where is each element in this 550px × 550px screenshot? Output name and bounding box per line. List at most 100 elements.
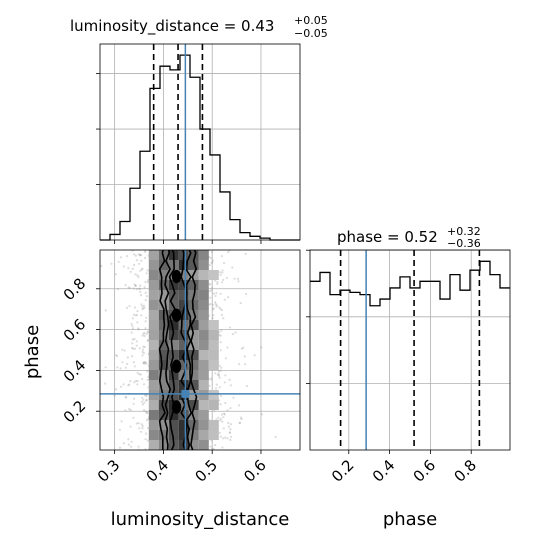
contour-core [171,400,182,414]
sample-point [222,412,226,415]
sample-point [227,251,230,254]
density-cell [158,420,169,430]
sample-point [133,263,136,267]
quantile-lines [152,44,204,240]
sample-point [128,304,131,308]
sample-point [225,276,228,280]
sample-point [136,310,139,313]
x-tick-label: 0.5 [191,456,221,486]
sample-point [145,419,148,422]
sample-point [145,332,148,335]
sample-point [141,427,144,430]
density-cell [188,350,199,360]
sample-point [144,410,147,413]
sample-point [143,286,146,289]
sample-point [215,304,218,307]
x-axis-label-luminosity-distance: luminosity_distance [111,509,290,530]
sample-point [209,445,212,448]
sample-point [131,346,134,350]
density-cell [158,250,169,260]
density-cell [168,420,179,430]
sample-point [142,409,146,412]
sample-point [138,373,141,376]
density-cell [148,300,159,310]
sample-point [134,254,137,257]
contour-line [190,250,198,450]
density-cell [188,320,199,330]
sample-point [230,435,233,438]
sample-point [131,324,134,327]
sample-point [142,398,145,401]
sample-point [142,307,145,310]
y-tick-labels: 0.2 0.4 0.6 0.8 [60,274,90,426]
sample-point [229,384,232,387]
sample-point [143,401,146,404]
sample-point [210,378,213,381]
density-cell [168,390,179,400]
sample-point [209,256,212,260]
density-cell [148,410,159,420]
sample-point [137,328,140,331]
sample-point [228,431,231,434]
y-axis-label-phase: phase [22,325,43,379]
density-cell [148,290,159,300]
sample-point [142,304,146,307]
density-cell [158,360,169,370]
sample-point [142,345,145,348]
sample-point [224,401,227,405]
x-tick-label: 0.2 [328,456,358,486]
sample-point [129,270,132,273]
sample-point [144,438,147,441]
sample-point [217,373,220,376]
sample-point [218,386,221,389]
sample-point [131,327,135,330]
sample-point [145,432,148,435]
density-cell [188,370,199,380]
sample-point [131,317,134,320]
density-cell [208,390,219,400]
sample-point [229,438,232,441]
sample-point [137,253,140,256]
sample-point [135,259,139,262]
sample-point [131,338,134,341]
density-cell [188,430,199,440]
density-cell [208,420,219,430]
sample-point [143,256,146,260]
sample-point [137,422,140,425]
sample-point [139,284,142,287]
sample-point [124,395,127,399]
sample-point [215,292,218,295]
sample-point [229,423,233,426]
density-cell [198,290,209,300]
sample-point [143,360,146,364]
sample-point [220,255,223,258]
density-cell [158,280,169,290]
panel-2d-density: 0.3 0.4 0.5 0.6 0.2 0.4 0.6 0.8 luminosity_dis… [22,249,301,530]
sample-point [219,349,222,352]
density-cell [148,280,159,290]
density-cell [168,370,179,380]
density-cell [148,270,159,280]
density-cell [158,290,169,300]
sample-point [215,305,218,308]
density-cell [188,300,199,310]
density-cell [198,420,209,430]
sample-point [208,263,211,267]
sample-point [229,428,232,431]
sample-point [220,413,223,416]
panel-phase-hist: 0.2 0.4 0.6 0.8 phase = 0.52 +0.32 −0.36 ph… [306,225,511,530]
density-cell [178,290,189,300]
sample-point [240,416,243,419]
sample-point [142,383,146,386]
density-cell [148,440,159,450]
sample-point [239,421,242,424]
sample-point [146,439,149,442]
density-cell [198,390,209,400]
sample-point [133,365,136,368]
density-cell [168,430,179,440]
sample-point [124,283,127,287]
sample-point [224,436,227,439]
sample-point [140,268,143,271]
sample-point [126,356,129,359]
